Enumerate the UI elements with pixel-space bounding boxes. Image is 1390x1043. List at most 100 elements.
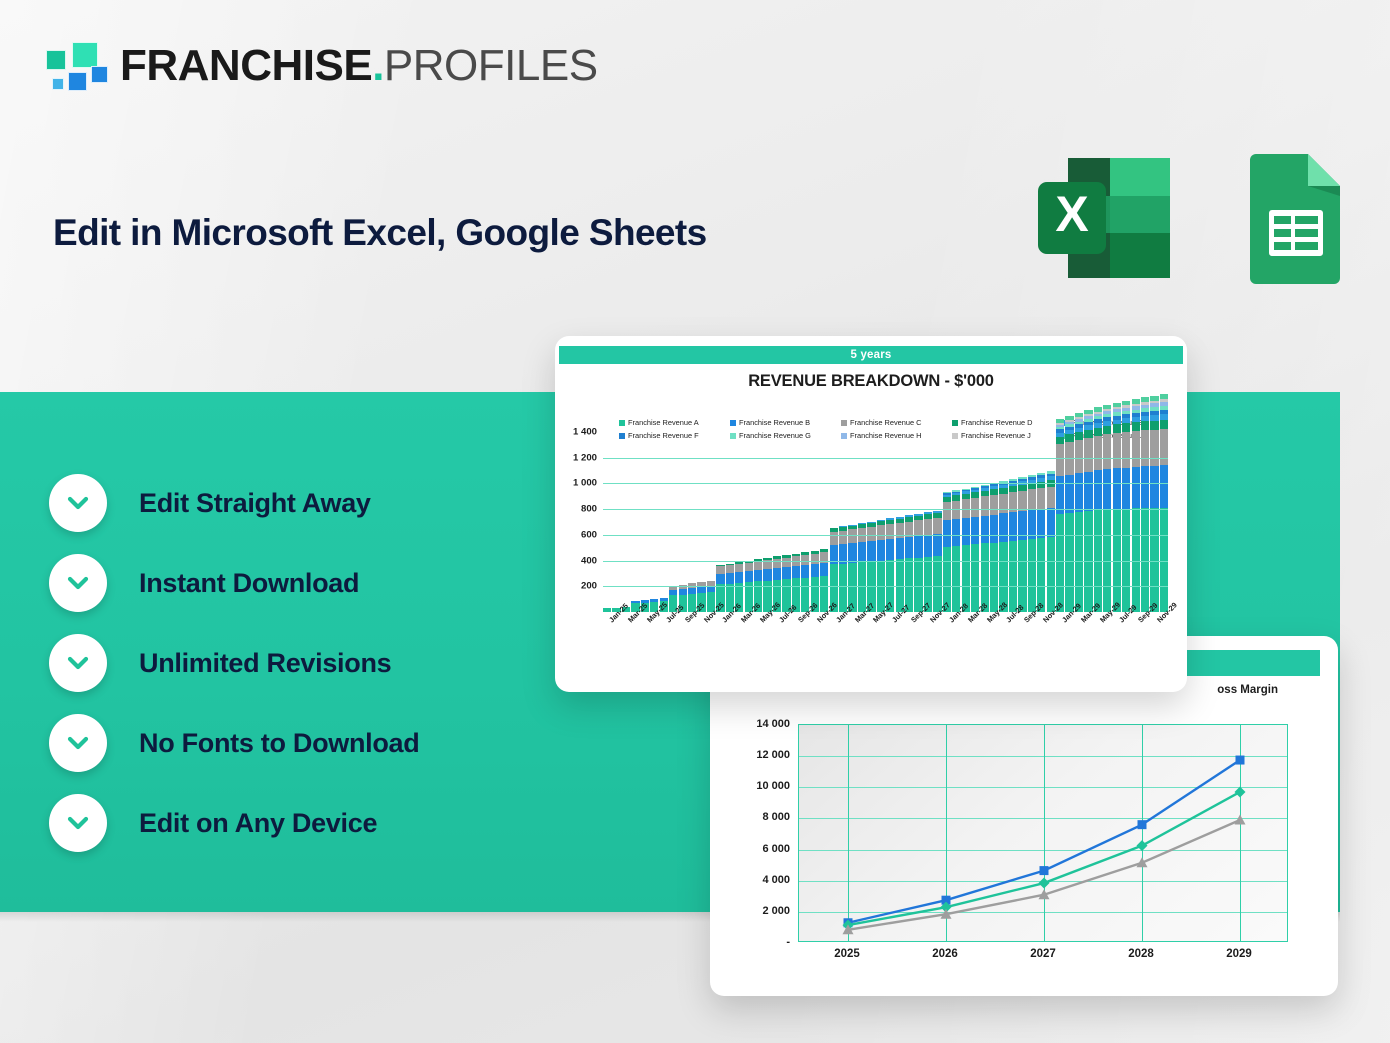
revenue-x-tick: Nov-29 (1150, 601, 1179, 662)
revenue-bar-segment (763, 569, 772, 581)
revenue-bar (829, 527, 838, 612)
logo-square-4 (68, 72, 87, 91)
revenue-bar-segment (933, 555, 942, 612)
microsoft-excel-icon[interactable]: X (1034, 150, 1174, 286)
revenue-card-title: REVENUE BREAKDOWN - $'000 (748, 372, 994, 390)
revenue-bar-segment (1056, 443, 1065, 477)
revenue-bar-segment (867, 541, 876, 562)
revenue-bar-segment (1027, 538, 1036, 612)
legend-item-label: Franchise Revenue A (628, 418, 699, 427)
revenue-bar (1140, 397, 1150, 612)
feature-item-label: No Fonts to Download (139, 727, 420, 758)
revenue-grid-line (603, 560, 1168, 562)
revenue-bar (1037, 473, 1046, 612)
brand-name-dot: . (372, 41, 384, 90)
revenue-bar-segment (952, 546, 961, 612)
legend-item[interactable]: Franchise Revenue C (841, 418, 952, 427)
revenue-bar-segment (1140, 421, 1150, 431)
feature-item[interactable]: No Fonts to Download (49, 703, 420, 783)
revenue-bar-segment (1112, 433, 1121, 469)
chevron-down-icon (49, 554, 107, 612)
app-icon-row: X (1034, 150, 1346, 286)
feature-item[interactable]: Unlimited Revisions (49, 623, 419, 703)
revenue-bar-segment (716, 566, 725, 575)
feature-item-label: Edit on Any Device (139, 807, 378, 838)
feature-item[interactable]: Edit Straight Away (49, 463, 419, 543)
revenue-x-tick: Jan-27 (830, 601, 857, 662)
revenue-bar-segment (942, 520, 951, 548)
revenue-bar-segment (725, 573, 734, 584)
revenue-y-tick-label: 400 (580, 555, 597, 567)
revenue-x-tick (1141, 616, 1149, 662)
page-headline: Edit in Microsoft Excel, Google Sheets (53, 212, 707, 253)
logo-square-5 (91, 66, 108, 83)
chevron-down-icon (49, 634, 107, 692)
revenue-bar-segment (905, 537, 914, 559)
revenue-x-tick (820, 616, 828, 662)
revenue-bar (782, 555, 791, 612)
revenue-bar-segment (989, 542, 999, 612)
revenue-bar (838, 526, 848, 612)
revenue-x-tick: Nov-26 (811, 601, 839, 662)
revenue-bar-segment (838, 530, 848, 545)
revenue-bar-segment (876, 525, 885, 541)
legend-item[interactable]: Franchise Revenue A (619, 418, 730, 427)
revenue-grid-line (603, 457, 1168, 459)
revenue-x-tick (726, 616, 734, 662)
gross-y-tick-label: - (786, 936, 790, 948)
legend-item-label: Franchise Revenue D (961, 418, 1033, 427)
revenue-x-tick (669, 616, 677, 662)
logo-square-3 (52, 78, 64, 90)
revenue-x-tick (1122, 616, 1130, 662)
revenue-bar (1074, 413, 1084, 612)
revenue-x-tick: Nov-27 (924, 601, 952, 662)
revenue-bar-segment (1084, 437, 1093, 472)
revenue-bar-segment (1103, 425, 1112, 435)
revenue-bar-segment (1074, 473, 1084, 513)
revenue-x-tick (688, 616, 696, 662)
revenue-bar-segment (1140, 466, 1150, 509)
feature-item[interactable]: Edit on Any Device (49, 783, 419, 863)
revenue-bar-segment (829, 545, 838, 565)
revenue-bar-segment (1122, 423, 1131, 433)
revenue-y-tick-label: 1 200 (572, 452, 597, 464)
revenue-bar-segment (1093, 470, 1102, 511)
revenue-bar-segment (1018, 539, 1027, 612)
revenue-bar-segment (1150, 465, 1159, 508)
brand-logo[interactable]: FRANCHISE.PROFILES (46, 40, 598, 92)
revenue-bar-segment (933, 517, 942, 535)
revenue-bar-segment (989, 514, 999, 543)
revenue-x-tick (1009, 616, 1017, 662)
revenue-bar (886, 518, 895, 612)
revenue-bar-segment (782, 567, 791, 580)
revenue-chart-y-axis: 200 400 600 800 1 000 1 200 1 400 (555, 427, 597, 612)
revenue-y-tick-label: 600 (580, 529, 597, 541)
revenue-x-tick (612, 616, 620, 662)
legend-item[interactable]: Franchise Revenue B (730, 418, 841, 427)
revenue-bar-segment (1131, 466, 1140, 509)
revenue-x-tick: Sep-29 (1132, 601, 1160, 662)
gross-y-tick-label: 8 000 (762, 811, 790, 824)
logo-square-1 (46, 50, 66, 70)
feature-item-label: Instant Download (139, 567, 360, 598)
revenue-bar-segment (1159, 419, 1169, 429)
gross-chart-marker (1039, 866, 1049, 876)
revenue-chart-plot-area (603, 394, 1169, 612)
google-sheets-icon[interactable] (1246, 150, 1346, 286)
feature-item[interactable]: Instant Download (49, 543, 419, 623)
legend-item-label: Franchise Revenue C (850, 418, 922, 427)
gross-chart-y-axis: - 2 000 4 000 6 000 8 000 10 000 12 000 14 000 (710, 718, 790, 948)
revenue-bar-segment (1046, 507, 1055, 538)
revenue-breakdown-card[interactable]: 5 years REVENUE BREAKDOWN - $'000 Franch… (555, 336, 1187, 692)
revenue-bar-segment (848, 529, 857, 544)
revenue-bar (1159, 394, 1169, 612)
revenue-bar (980, 484, 989, 612)
legend-item[interactable]: Franchise Revenue D (952, 418, 1063, 427)
revenue-bar (961, 488, 970, 612)
revenue-x-tick (990, 616, 998, 662)
revenue-bar-segment (735, 572, 744, 583)
revenue-bar-segment (1084, 471, 1093, 512)
revenue-bar (905, 515, 914, 612)
revenue-bar (876, 519, 885, 612)
revenue-bar-segment (857, 542, 867, 563)
